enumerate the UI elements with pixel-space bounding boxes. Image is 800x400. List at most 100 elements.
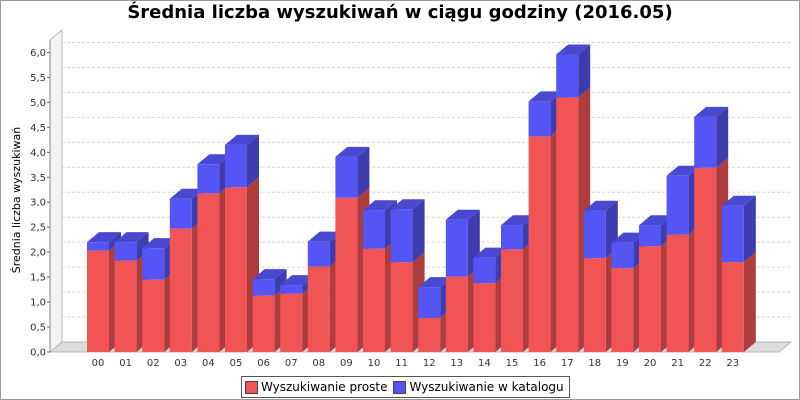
bar-front xyxy=(418,287,441,319)
legend-swatch-catalog-search xyxy=(393,380,407,394)
bar-top xyxy=(611,232,646,243)
bar-front xyxy=(225,187,247,352)
bar-side xyxy=(743,195,756,263)
x-tick-label: 13 xyxy=(450,358,463,369)
bar-front xyxy=(87,242,109,251)
x-tick-label: 03 xyxy=(174,358,187,369)
bar-top xyxy=(666,165,701,176)
bar-front xyxy=(363,248,385,352)
bar-front xyxy=(363,210,385,249)
bar-front xyxy=(445,276,468,352)
bar-front xyxy=(611,268,634,352)
legend-swatch-simple-search xyxy=(245,380,258,394)
bar-front xyxy=(501,225,523,250)
bar-front xyxy=(169,228,192,352)
bar-front xyxy=(197,164,220,194)
bar-side xyxy=(274,269,287,296)
bar-front xyxy=(528,136,551,352)
bar-front xyxy=(142,248,165,280)
x-tick-label: 00 xyxy=(92,358,105,369)
bar-front xyxy=(114,242,137,261)
y-tick-label: 1,0 xyxy=(30,298,46,309)
bar-front xyxy=(390,262,413,352)
bar-front xyxy=(335,197,358,352)
bar-top xyxy=(114,232,149,243)
legend-label-simple-search: Wyszukiwanie proste xyxy=(261,380,388,394)
bar-side xyxy=(412,199,425,263)
bar-front xyxy=(197,193,220,352)
bar-front xyxy=(501,249,523,352)
y-tick-label: 5,0 xyxy=(30,98,46,109)
bar-top xyxy=(445,209,480,220)
bar-side xyxy=(109,232,121,251)
x-tick-label: 15 xyxy=(506,358,519,369)
x-tick-label: 02 xyxy=(147,358,160,369)
bar-front xyxy=(666,234,689,352)
bar-front xyxy=(307,241,330,267)
x-tick-label: 21 xyxy=(671,358,684,369)
bar-front xyxy=(694,116,717,168)
legend: Wyszukiwanie proste Wyszukiwanie w katal… xyxy=(241,376,570,398)
y-tick-label: 2,0 xyxy=(30,248,46,259)
x-tick-label: 16 xyxy=(533,358,546,369)
bar-top xyxy=(390,199,425,210)
x-tick-label: 14 xyxy=(478,358,491,369)
bar-front xyxy=(335,156,358,198)
bar-front xyxy=(666,175,689,235)
bar-top xyxy=(721,195,756,206)
bar-top xyxy=(225,134,259,145)
bar-front xyxy=(280,293,303,352)
bar-top xyxy=(418,277,453,288)
bar-top xyxy=(280,275,315,286)
x-tick-label: 20 xyxy=(644,358,657,369)
bar-front xyxy=(252,295,275,352)
bar-front xyxy=(252,279,275,296)
bar-front xyxy=(583,210,606,259)
bar-front xyxy=(639,246,661,352)
bar-top xyxy=(556,44,591,55)
y-tick-label: 3,5 xyxy=(30,173,46,184)
bar-top xyxy=(142,238,177,249)
y-tick-label: 1,5 xyxy=(30,273,46,284)
bar-top xyxy=(473,247,508,258)
bar-top xyxy=(87,232,121,243)
x-tick-label: 22 xyxy=(699,358,712,369)
y-axis-label: Średnia liczba wyszukiwań xyxy=(10,127,23,274)
x-tick-label: 10 xyxy=(368,358,381,369)
bar-front xyxy=(225,144,247,188)
legend-item-catalog-search: Wyszukiwanie w katalogu xyxy=(393,380,564,394)
bar-top xyxy=(694,106,729,117)
bar-side xyxy=(743,252,756,352)
bar-front xyxy=(418,318,441,352)
chart-title: Średnia liczba wyszukiwań w ciągu godzin… xyxy=(127,2,673,23)
bar-front xyxy=(307,266,330,352)
bar-front xyxy=(87,250,109,352)
bar-side xyxy=(247,134,259,188)
bar-front xyxy=(694,167,717,352)
bar-side xyxy=(136,232,149,261)
bar-side xyxy=(578,44,591,98)
x-tick-label: 08 xyxy=(312,358,325,369)
x-tick-label: 18 xyxy=(588,358,601,369)
bar-top xyxy=(639,215,673,226)
y-tick-label: 0,0 xyxy=(30,348,46,359)
bar-front xyxy=(556,97,579,353)
bar-front xyxy=(556,54,579,98)
legend-label-catalog-search: Wyszukiwanie w katalogu xyxy=(409,380,564,394)
x-tick-label: 09 xyxy=(340,358,353,369)
bar-front xyxy=(639,225,661,247)
x-tick-label: 23 xyxy=(726,358,739,369)
y-tick-label: 4,0 xyxy=(30,148,46,159)
bar-top xyxy=(335,146,370,157)
x-tick-label: 04 xyxy=(202,358,215,369)
bar-side xyxy=(357,146,370,198)
x-tick-label: 11 xyxy=(395,358,408,369)
bar-front xyxy=(473,257,496,284)
x-tick-label: 17 xyxy=(561,358,574,369)
x-tick-label: 12 xyxy=(423,358,436,369)
y-tick-label: 6,0 xyxy=(30,48,46,59)
bar-top xyxy=(169,188,204,199)
bar-front xyxy=(169,198,192,229)
bar-front xyxy=(611,242,634,269)
